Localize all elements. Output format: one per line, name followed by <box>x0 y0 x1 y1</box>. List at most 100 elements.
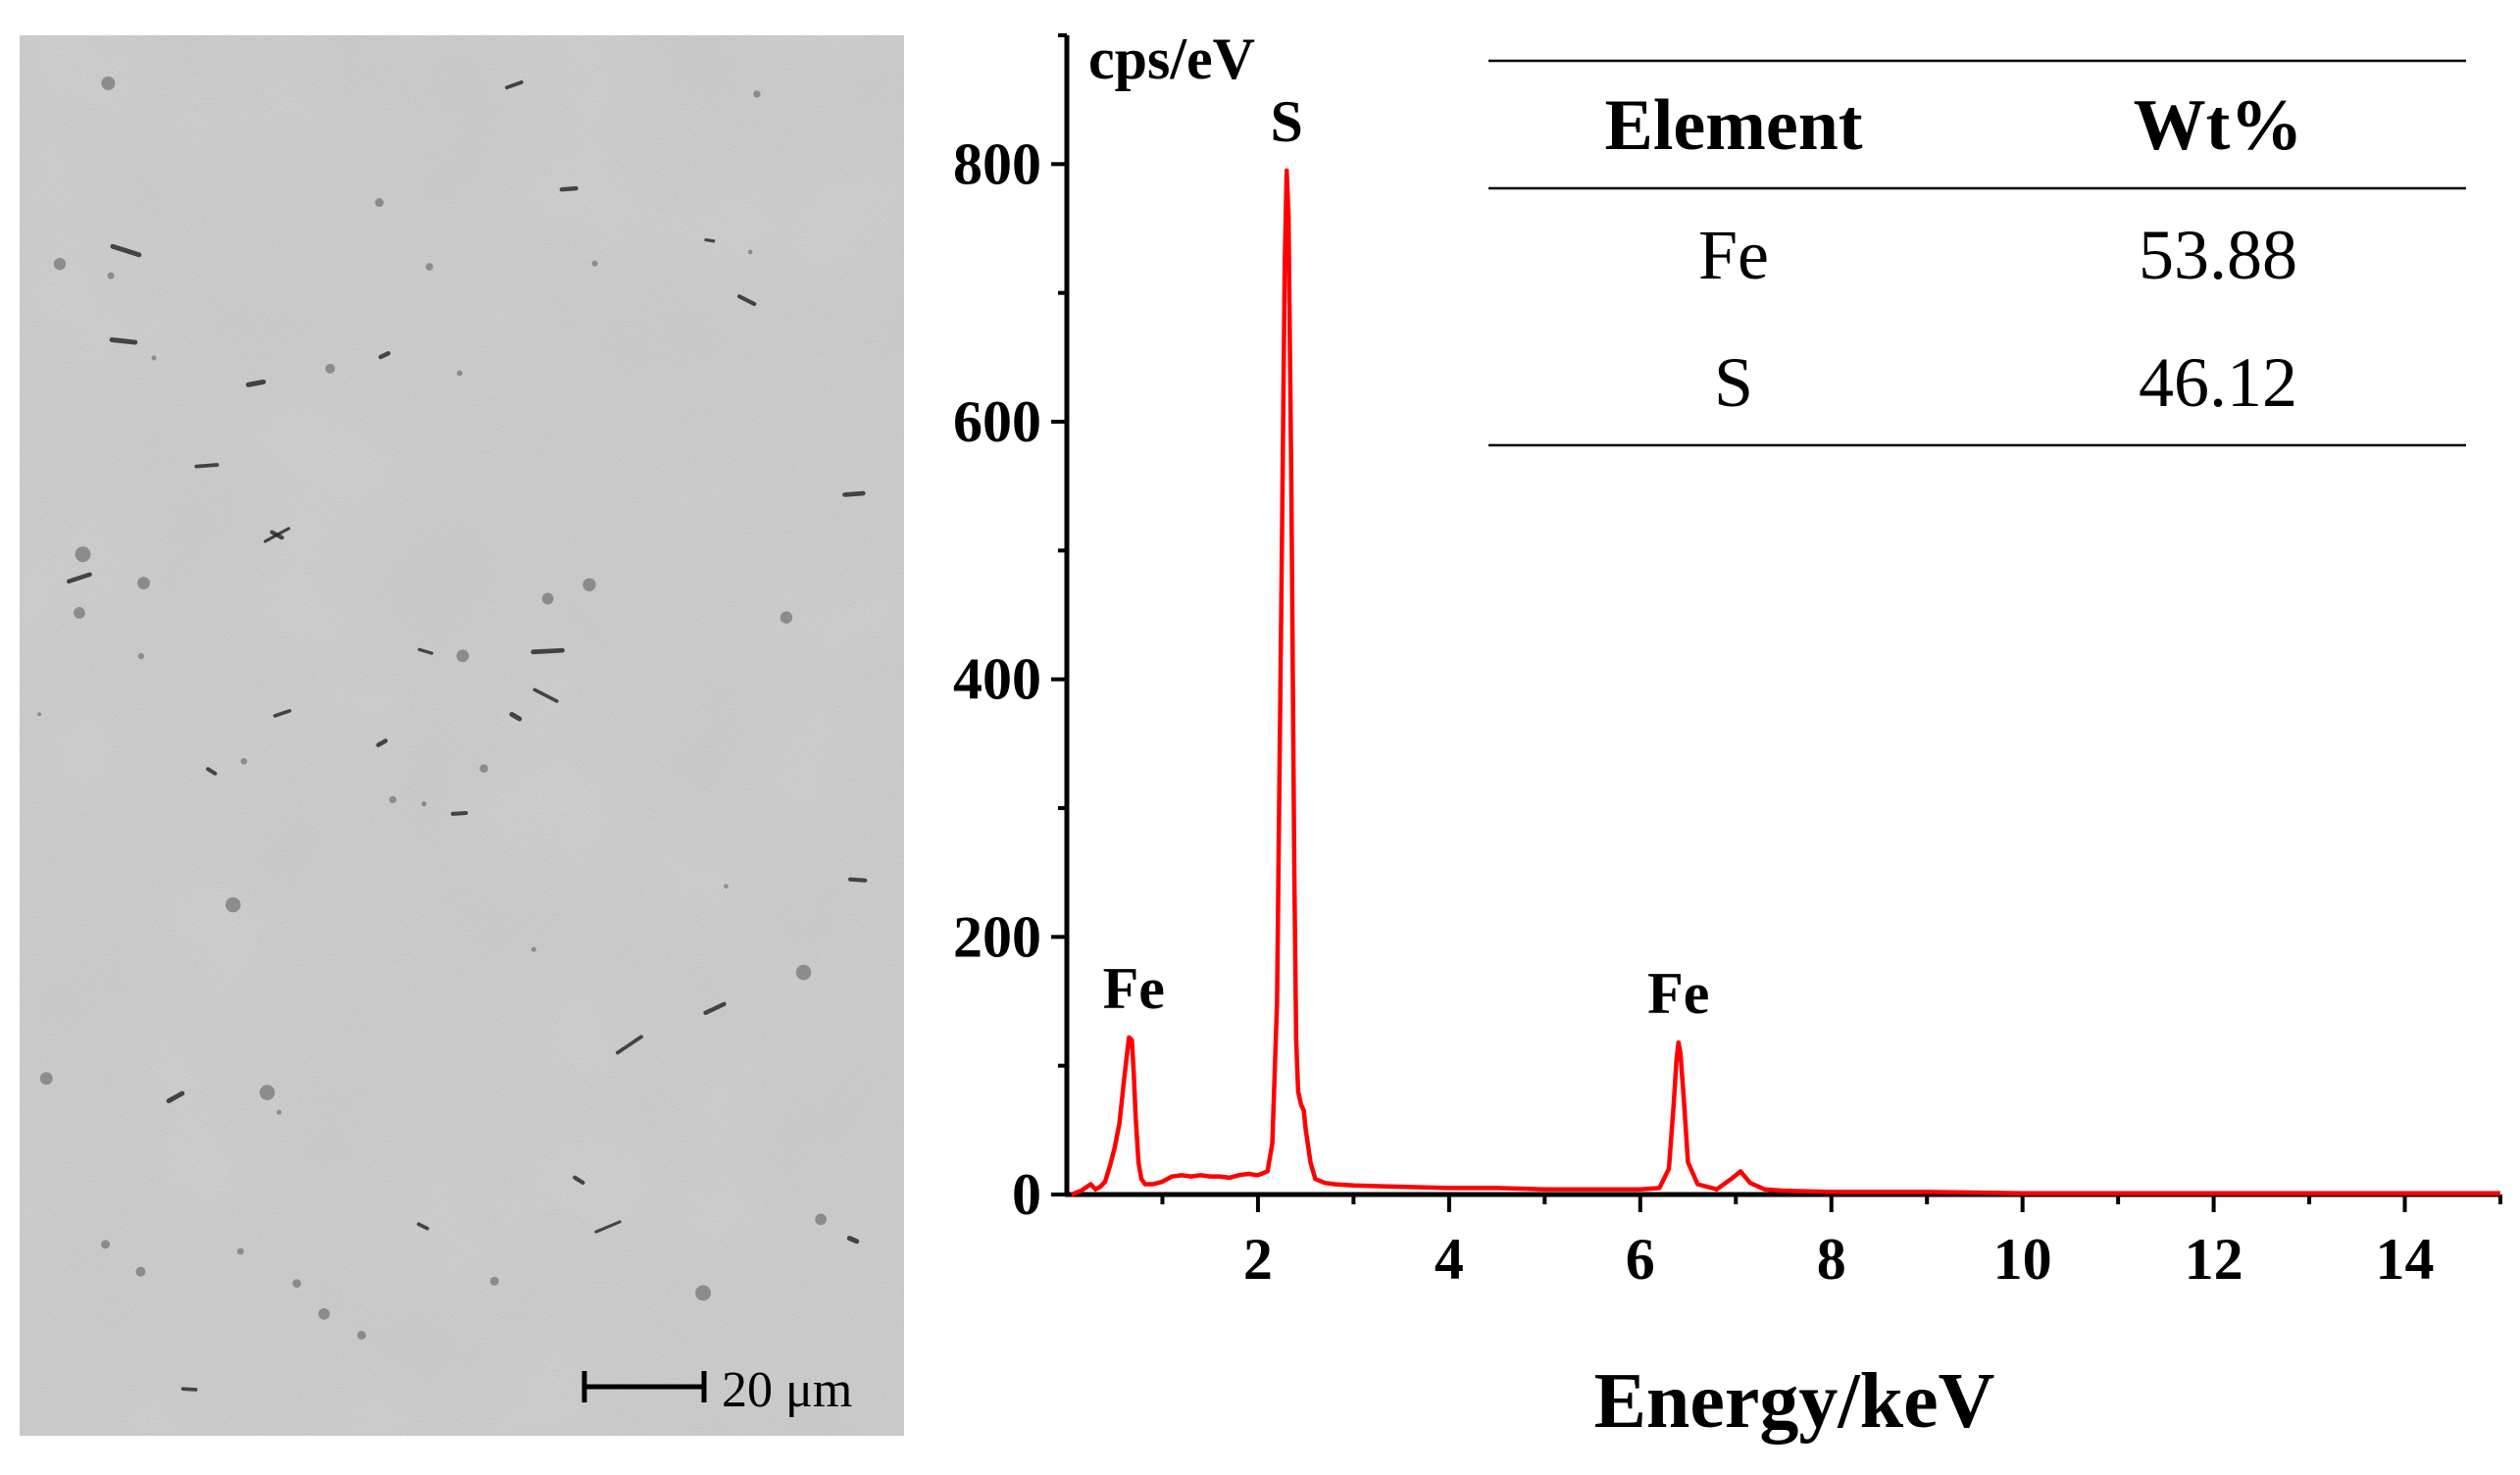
surface-pit <box>815 1213 827 1226</box>
surface-pit <box>388 795 397 804</box>
table-cell-wt: 46.12 <box>2139 343 2297 422</box>
x-tick-label: 10 <box>1993 1227 2052 1292</box>
surface-pit <box>137 577 150 589</box>
surface-pit <box>53 257 67 271</box>
surface-defect <box>530 647 565 655</box>
surface-pit <box>236 1247 244 1255</box>
surface-pit <box>530 946 536 952</box>
surface-pit <box>292 1279 302 1288</box>
surface-defect <box>417 647 433 655</box>
surface-pit <box>107 272 115 280</box>
table-header-wt: Wt% <box>2134 85 2303 166</box>
surface-defect <box>559 185 579 192</box>
surface-defect <box>842 490 866 497</box>
surface-pit <box>75 546 91 563</box>
surface-defect <box>573 1175 585 1185</box>
surface-defect <box>245 379 267 387</box>
y-tick-label: 400 <box>953 647 1041 712</box>
table-cell-wt: 53.88 <box>2139 216 2297 294</box>
surface-defect <box>509 711 523 722</box>
scale-bar-label: 20 μm <box>722 1362 852 1418</box>
surface-pit <box>426 263 433 271</box>
surface-pit <box>541 592 554 605</box>
surface-pit <box>724 884 729 890</box>
surface-defect <box>847 877 868 883</box>
surface-defect <box>736 294 757 307</box>
surface-defect <box>273 709 292 718</box>
surface-defect <box>180 1387 198 1392</box>
surface-pit <box>753 90 761 98</box>
x-tick-label: 2 <box>1243 1227 1273 1292</box>
x-axis-label: Energy/keV <box>1594 1358 1995 1445</box>
y-tick-label: 200 <box>953 904 1041 969</box>
surface-defect <box>846 1236 860 1245</box>
surface-defect <box>505 80 524 90</box>
surface-pit <box>226 896 241 913</box>
surface-defect <box>270 530 284 540</box>
surface-defect <box>110 243 142 258</box>
surface-pit <box>375 197 384 207</box>
surface-pit <box>357 1330 367 1340</box>
sem-surface-features <box>37 76 868 1392</box>
surface-pit <box>137 652 144 660</box>
surface-pit <box>39 1072 53 1086</box>
surface-defect <box>704 237 716 243</box>
surface-pit <box>479 764 488 773</box>
surface-defect <box>532 687 559 703</box>
x-tick-label: 14 <box>2376 1227 2435 1292</box>
surface-pit <box>456 370 463 377</box>
surface-pit <box>421 800 427 807</box>
surface-pit <box>259 1085 276 1100</box>
peak-label: Fe <box>1103 956 1165 1021</box>
surface-pit <box>795 964 812 981</box>
surface-defect <box>376 738 388 747</box>
x-tick-label: 12 <box>2185 1227 2243 1292</box>
surface-pit <box>780 611 793 624</box>
chart-series <box>1071 168 2500 1197</box>
chart-ticks: 0 200 400 600 800 2 4 6 8 10 12 14 <box>953 33 2502 1292</box>
surface-defect <box>378 351 391 360</box>
surface-defect <box>194 463 220 469</box>
surface-pit <box>74 607 85 619</box>
surface-pit <box>135 1266 146 1277</box>
surface-pit <box>325 363 335 374</box>
peak-labels: Fe S Fe <box>1103 89 1710 1026</box>
surface-defect <box>109 337 138 345</box>
x-tick-label: 4 <box>1435 1227 1464 1292</box>
y-axis-label: cps/eV <box>1088 26 1255 91</box>
surface-pit <box>489 1276 499 1286</box>
surface-defect <box>67 572 92 585</box>
table-cell-element: Fe <box>1698 216 1769 294</box>
surface-pit <box>318 1307 330 1320</box>
y-tick-label: 0 <box>1012 1162 1041 1227</box>
surface-pit <box>101 1240 111 1249</box>
spectrum-line <box>1071 168 2500 1197</box>
surface-pit <box>582 578 596 591</box>
surface-defect <box>594 1220 622 1234</box>
surface-pit <box>101 76 116 90</box>
surface-defect <box>616 1035 643 1055</box>
surface-pit <box>591 260 598 267</box>
table-cell-element: S <box>1714 343 1753 422</box>
peak-label: S <box>1270 89 1302 154</box>
surface-defect <box>166 1091 185 1103</box>
peak-label: Fe <box>1647 961 1709 1026</box>
surface-defect <box>417 1222 429 1231</box>
y-tick-label: 800 <box>953 131 1041 196</box>
x-tick-label: 6 <box>1626 1227 1655 1292</box>
table-header-element: Element <box>1604 85 1862 166</box>
surface-pit <box>456 649 470 663</box>
x-tick-label: 8 <box>1817 1227 1846 1292</box>
scale-bar: 20 μm <box>581 1362 852 1418</box>
surface-pit <box>37 712 42 717</box>
surface-pit <box>747 249 753 255</box>
surface-pit <box>240 757 248 765</box>
y-tick-label: 600 <box>953 389 1041 454</box>
surface-defect <box>206 767 218 776</box>
surface-defect <box>703 1001 727 1015</box>
surface-defect <box>450 810 469 816</box>
surface-pit <box>277 1109 282 1115</box>
sem-micrograph: 20 μm <box>20 35 904 1436</box>
surface-pit <box>695 1285 712 1301</box>
